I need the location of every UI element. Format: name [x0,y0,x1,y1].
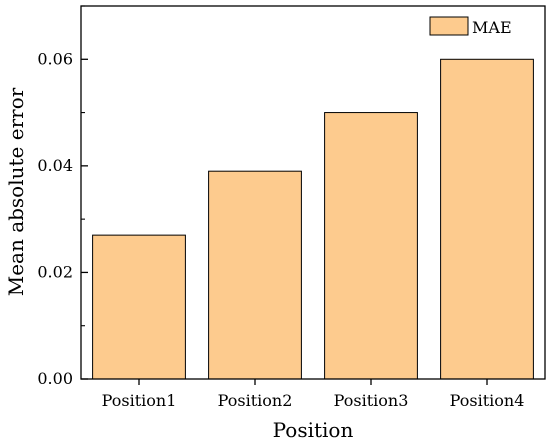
x-tick-label: Position4 [450,391,525,410]
x-tick-label: Position1 [102,391,177,410]
x-axis-title: Position [273,418,354,442]
legend: MAE [429,16,512,37]
bar-position4 [440,58,534,380]
bar-position2 [208,170,302,380]
bars-layer [92,58,534,380]
plot-frame [80,5,546,380]
bar-position1 [92,234,186,380]
y-tick-label: 0.02 [37,262,73,281]
y-axis-title: Mean absolute error [4,87,28,296]
y-tick-label: 0.04 [37,156,73,175]
y-tick-label: 0.06 [37,49,73,68]
y-axis-ticks: 0.00 0.02 0.04 0.06 [37,5,88,388]
bar-position3 [324,112,418,380]
x-tick-label: Position2 [218,391,293,410]
x-axis-ticks: Position1 Position2 Position3 Position4 [102,379,525,410]
y-tick-label: 0.00 [37,369,73,388]
x-tick-label: Position3 [334,391,409,410]
legend-label: MAE [472,18,512,37]
legend-swatch [429,16,469,36]
